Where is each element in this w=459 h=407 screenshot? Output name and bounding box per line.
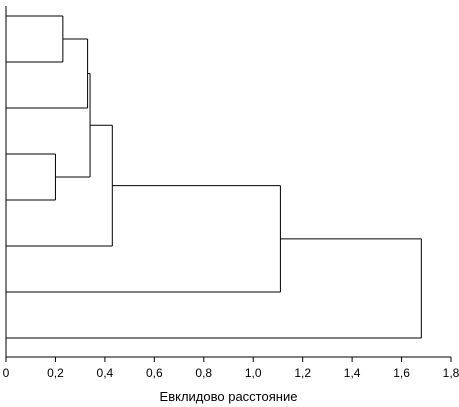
x-axis-label: Евклидово расстояние xyxy=(160,389,298,404)
merge-E xyxy=(6,124,113,247)
x-tick-label: 0 xyxy=(3,366,10,380)
merge-G xyxy=(6,238,422,339)
x-tick-label: 0,8 xyxy=(195,366,212,380)
merge-F xyxy=(6,185,281,293)
x-tick-label: 0,6 xyxy=(146,366,163,380)
merge-A xyxy=(6,15,64,63)
x-tick-label: 1,8 xyxy=(443,366,459,380)
dendrogram-links xyxy=(6,15,422,339)
x-tick-label: 1,0 xyxy=(245,366,262,380)
x-tick-label: 1,4 xyxy=(344,366,361,380)
x-tick-label: 0,2 xyxy=(47,366,64,380)
x-tick-label: 1,6 xyxy=(393,366,410,380)
x-tick-label: 0,4 xyxy=(97,366,114,380)
merge-B xyxy=(6,153,56,201)
x-axis-ticks: 0 0,2 0,4 0,6 0,8 1,0 1,2 1,4 1,6 1,8 xyxy=(3,357,459,380)
merge-D xyxy=(55,73,91,178)
merge-C xyxy=(6,38,89,109)
x-tick-label: 1,2 xyxy=(294,366,311,380)
axes-group xyxy=(5,6,451,358)
